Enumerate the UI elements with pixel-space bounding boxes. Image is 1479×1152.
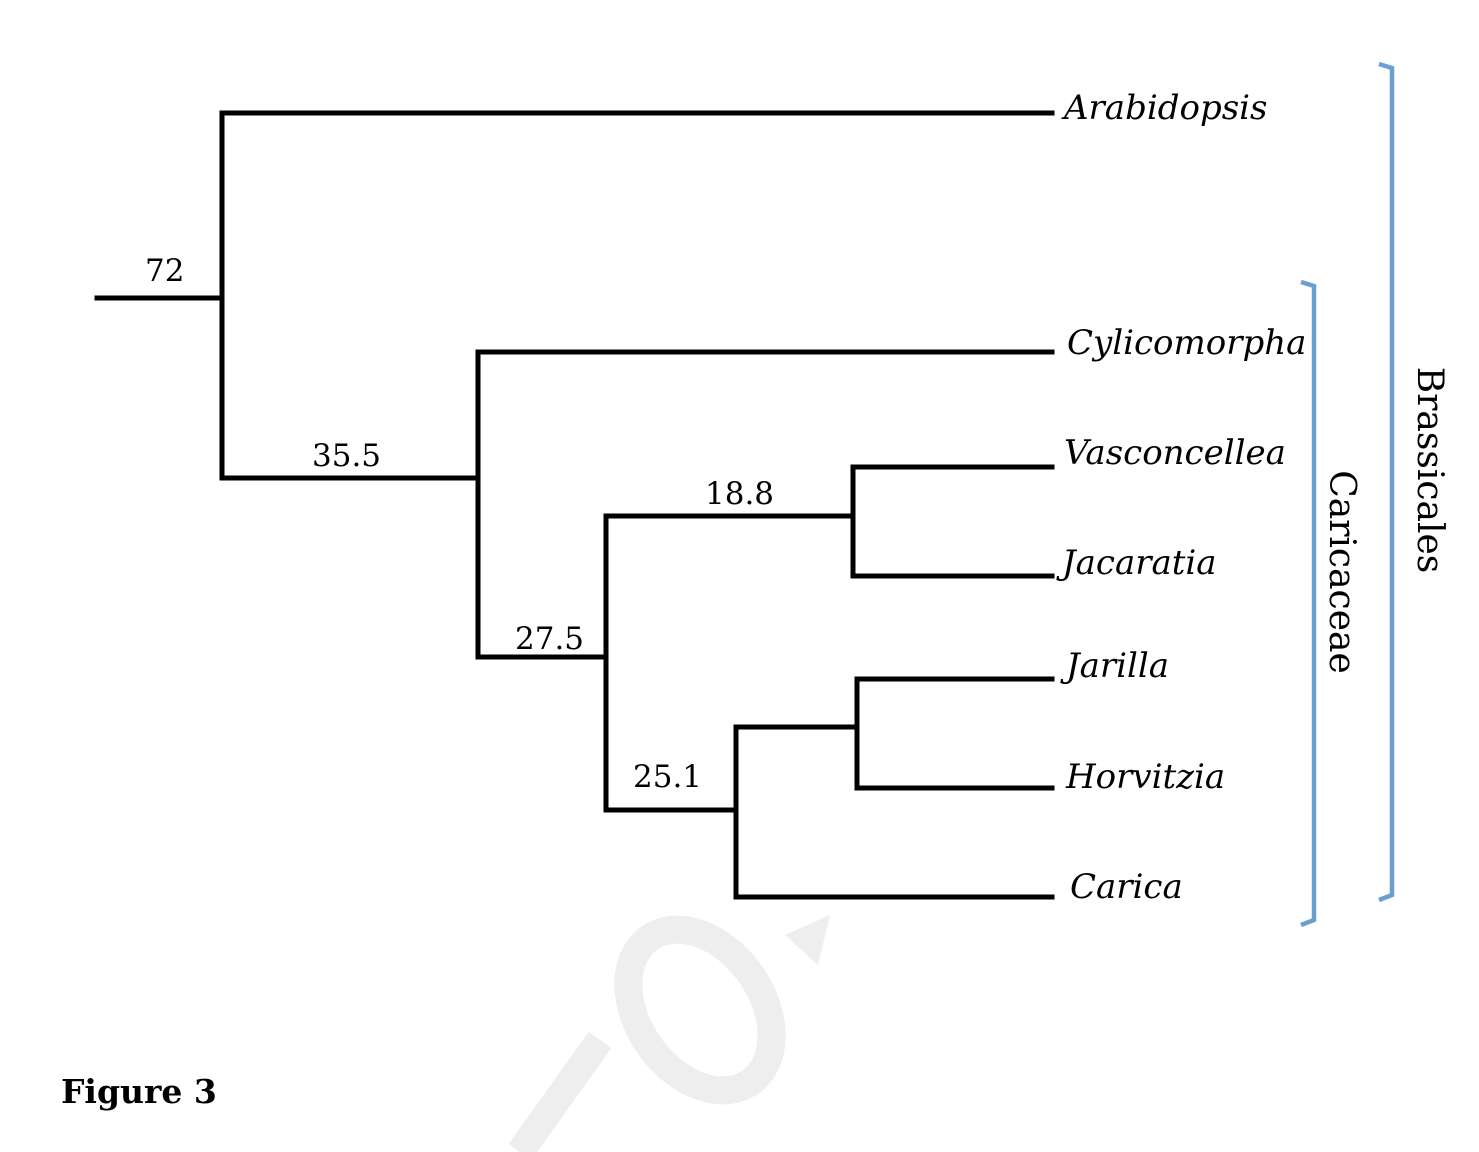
taxon-label: Vasconcellea (1064, 433, 1286, 473)
node-age-label: 18.8 (705, 476, 774, 512)
figure-caption: Figure 3 (61, 1072, 217, 1111)
clade-label-brassicales: Brassicales (1409, 367, 1450, 574)
clade-brackets (1300, 61, 1395, 928)
watermark-fragment (614, 915, 786, 1105)
taxon-label: Cylicomorpha (1067, 323, 1306, 363)
watermark-fragment (508, 1031, 612, 1152)
taxon-label: Arabidopsis (1061, 88, 1268, 128)
node-age-label: 25.1 (633, 759, 702, 795)
taxon-labels: Arabidopsis Cylicomorpha Vasconcellea Ja… (1056, 88, 1306, 907)
tree-branches (94, 110, 1055, 900)
brassicales-bracket (1378, 61, 1395, 903)
watermark-fragment (785, 915, 830, 965)
caricaceae-bracket (1300, 279, 1317, 928)
node-age-label: 72 (145, 253, 184, 289)
taxon-label: Jacaratia (1056, 543, 1217, 583)
node-age-label: 27.5 (515, 621, 584, 657)
node-age-label: 35.5 (312, 438, 381, 474)
watermark (508, 915, 830, 1152)
taxon-label: Horvitzia (1065, 757, 1225, 797)
taxon-label: Carica (1070, 867, 1183, 907)
node-age-labels: 72 35.5 27.5 18.8 25.1 (145, 253, 774, 795)
clade-label-caricaceae: Caricaceae (1321, 470, 1362, 674)
taxon-label: Jarilla (1060, 646, 1169, 686)
